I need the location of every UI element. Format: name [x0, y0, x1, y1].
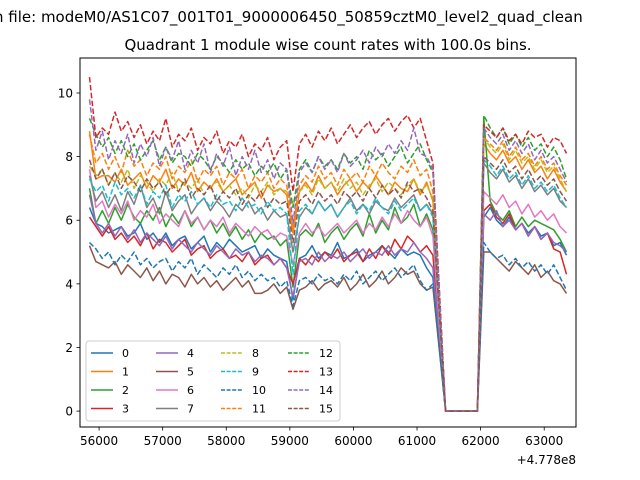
- legend-label-9: 9: [252, 366, 259, 379]
- x-tick-label: 61000: [398, 434, 436, 448]
- y-tick-label: 6: [65, 214, 73, 228]
- legend-label-6: 6: [187, 384, 194, 397]
- legend-label-8: 8: [252, 347, 259, 360]
- x-offset-label: +4.778e8: [517, 453, 576, 467]
- chart-title: Quadrant 1 module wise count rates with …: [124, 36, 531, 54]
- x-tick-label: 63000: [525, 434, 563, 448]
- legend-label-1: 1: [122, 366, 129, 379]
- y-tick-label: 0: [65, 405, 73, 419]
- legend-label-2: 2: [122, 384, 129, 397]
- x-tick-label: 59000: [271, 434, 309, 448]
- series-line-4: [88, 194, 568, 412]
- y-tick-label: 2: [65, 341, 73, 355]
- series-line-15: [88, 155, 568, 412]
- legend-frame: [85, 340, 341, 422]
- legend-label-3: 3: [122, 403, 129, 416]
- x-tick-label: 57000: [144, 434, 182, 448]
- series-line-5: [88, 245, 568, 412]
- series-line-13: [88, 77, 568, 412]
- legend-label-5: 5: [187, 366, 194, 379]
- x-tick-label: 60000: [334, 434, 372, 448]
- legend-label-13: 13: [319, 366, 333, 379]
- series-line-11: [88, 134, 568, 412]
- y-tick-label: 4: [65, 277, 73, 291]
- x-tick-label: 58000: [207, 434, 245, 448]
- legend-label-14: 14: [319, 384, 333, 397]
- legend-label-12: 12: [319, 347, 333, 360]
- y-axis: 0 2 4 6 8 10: [58, 86, 80, 419]
- series-line-14: [88, 99, 568, 412]
- series-line-10: [88, 241, 568, 412]
- legend-label-11: 11: [252, 403, 266, 416]
- y-tick-label: 8: [65, 150, 73, 164]
- legend-label-0: 0: [122, 347, 129, 360]
- series-line-8: [88, 136, 568, 412]
- series-line-2: [88, 117, 568, 412]
- x-tick-label: 56000: [80, 434, 118, 448]
- y-tick-label: 10: [58, 86, 73, 100]
- series-line-6: [88, 169, 568, 412]
- x-axis: 56000 57000 58000 59000 60000 61000 62000 63000: [80, 427, 563, 448]
- series-line-3: [88, 203, 568, 412]
- figure-suptitle: n file: modeM0/AS1C07_001T01_9000006450_…: [0, 8, 583, 27]
- x-tick-label: 62000: [462, 434, 500, 448]
- series-layer: [88, 77, 568, 412]
- legend-label-10: 10: [252, 384, 266, 397]
- legend-label-4: 4: [187, 347, 194, 360]
- legend-label-15: 15: [319, 403, 333, 416]
- legend-label-7: 7: [187, 403, 194, 416]
- plot-frame: [79, 57, 577, 428]
